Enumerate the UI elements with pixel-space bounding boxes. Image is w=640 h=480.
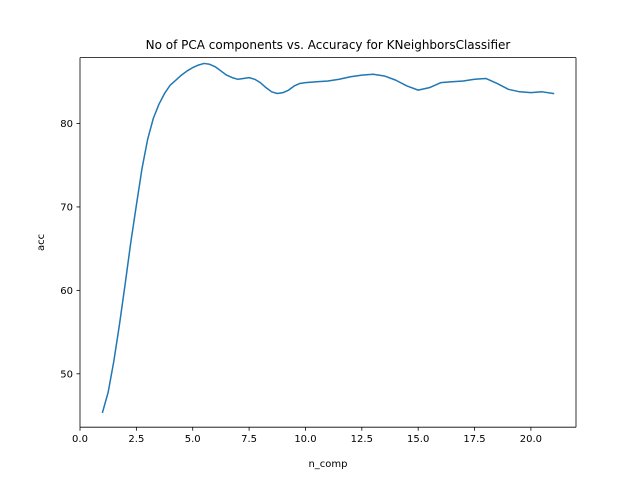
x-tick-label: 10.0 [294,434,316,445]
chart-title: No of PCA components vs. Accuracy for KN… [146,38,511,52]
y-tick-label: 50 [60,369,73,380]
x-tick-label: 0.0 [72,434,88,445]
x-tick-label: 2.5 [128,434,144,445]
x-tick-label: 17.5 [463,434,485,445]
y-tick-label: 70 [60,202,73,213]
y-tick-label: 80 [60,119,73,130]
x-tick-label: 15.0 [407,434,429,445]
accuracy-line [101,62,555,414]
y-tick-label: 60 [60,286,73,297]
x-tick-label: 5.0 [185,434,201,445]
x-tick-label: 7.5 [241,434,257,445]
plot-frame [79,57,577,428]
x-tick-label: 12.5 [351,434,373,445]
x-tick-label: 20.0 [520,434,542,445]
plot-area [80,57,576,428]
x-axis-ticks: 0.0 2.5 5.0 7.5 10.0 12.5 15.0 17.5 20.0 [72,427,542,445]
x-axis-label: n_comp [308,459,347,470]
y-axis-ticks: 50 60 70 80 [60,119,80,380]
y-axis-label: acc [36,234,47,251]
